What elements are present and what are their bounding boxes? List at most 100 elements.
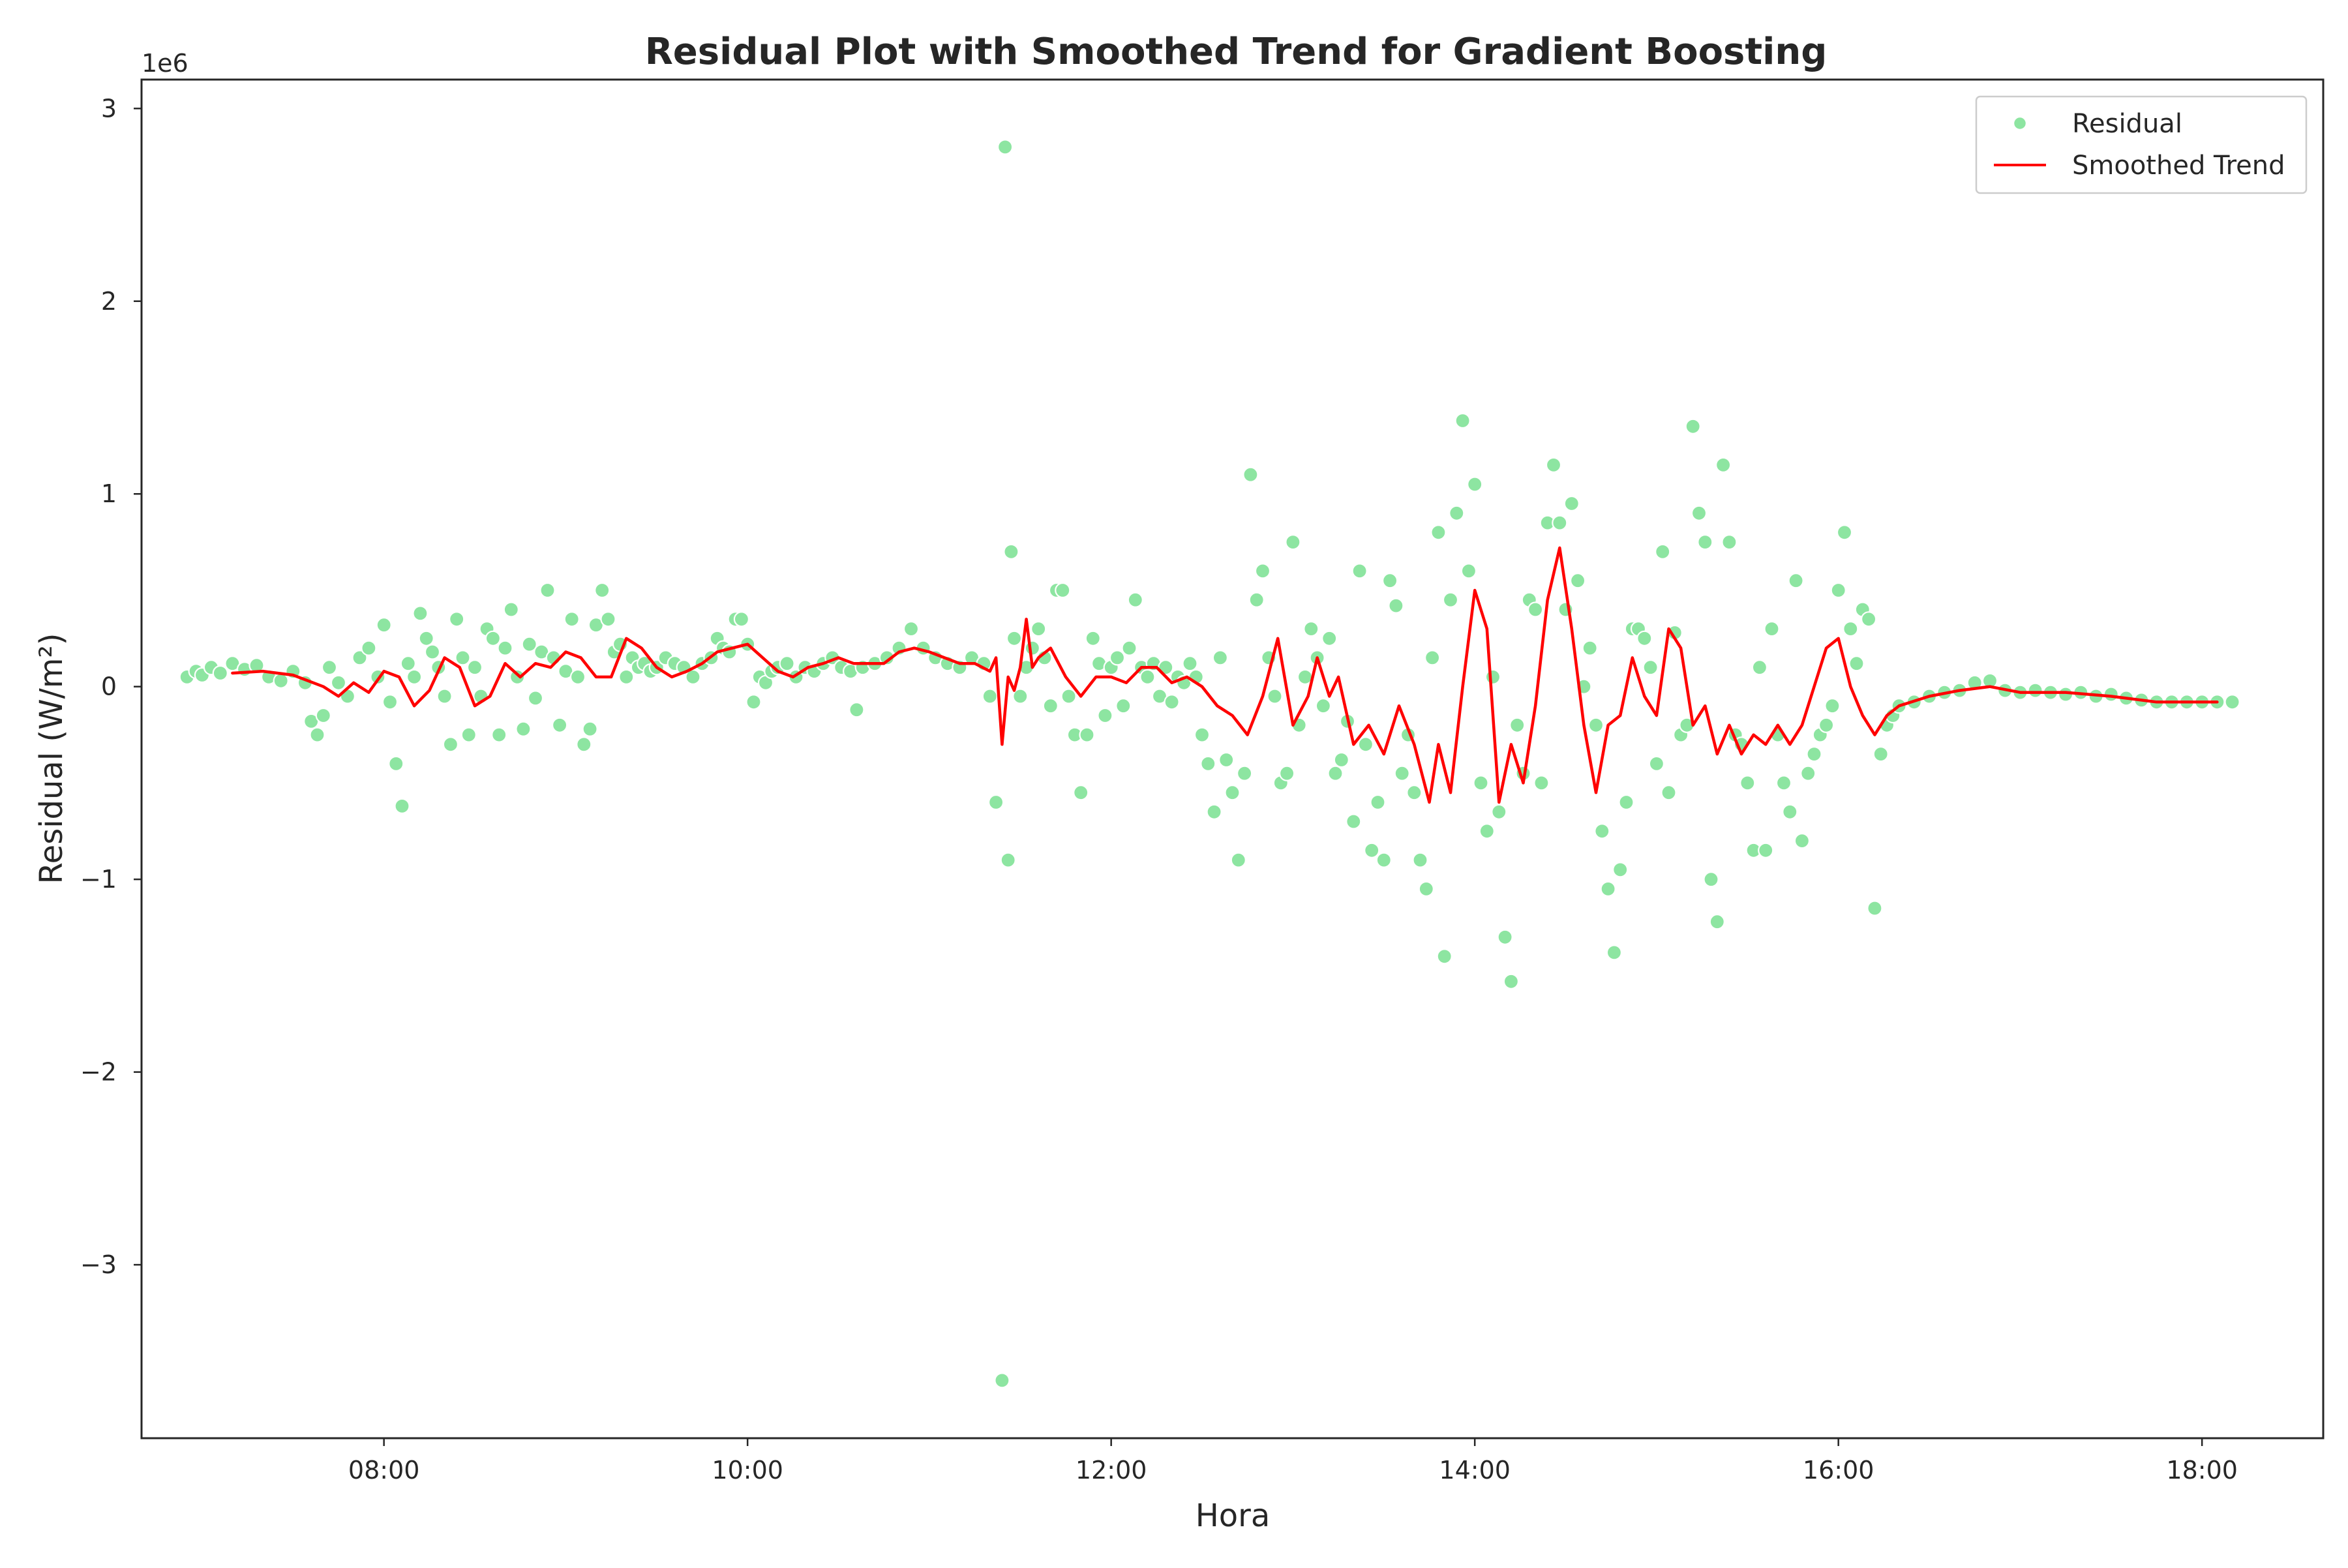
y-tick-labels: 3 2 1 0 −1 −2 −3	[80, 94, 142, 1279]
residual-point	[1394, 765, 1410, 781]
y-tick-label: −3	[80, 1250, 117, 1279]
residual-point	[315, 707, 331, 724]
residual-point	[1194, 727, 1211, 743]
residual-point	[2103, 686, 2119, 702]
residual-point	[376, 617, 392, 633]
residual-point	[2027, 682, 2043, 699]
residual-point	[1491, 804, 1507, 820]
residual-point	[388, 755, 404, 772]
residual-point	[1552, 515, 1568, 531]
legend-smoothed-trend-label: Smoothed Trend	[2072, 151, 2285, 181]
residual-point	[1242, 466, 1259, 483]
residual-point	[903, 620, 920, 637]
residual-point	[1655, 543, 1671, 560]
residual-point	[1097, 707, 1113, 724]
residual-point	[1588, 717, 1604, 733]
residual-point	[503, 601, 519, 618]
residual-point	[1278, 765, 1295, 781]
residual-point	[1285, 534, 1301, 550]
residual-point	[879, 650, 896, 666]
residual-point	[1861, 611, 1877, 627]
residual-point	[1012, 688, 1029, 704]
residual-point	[1484, 669, 1501, 686]
residual-point	[1079, 727, 1095, 743]
residual-point	[1073, 785, 1089, 801]
residual-point	[987, 794, 1004, 811]
residual-point	[485, 630, 502, 646]
residual-point	[1236, 765, 1253, 781]
residual-point	[1715, 457, 1732, 474]
residual-point	[1782, 804, 1798, 820]
residual-point	[994, 1372, 1010, 1389]
legend-residual-label: Residual	[2072, 109, 2182, 139]
residual-point	[1691, 505, 1708, 521]
residual-point	[1648, 755, 1664, 772]
residual-point	[1303, 620, 1319, 637]
residual-point	[1873, 746, 1889, 762]
residual-point	[442, 736, 459, 753]
residual-point	[1418, 881, 1434, 897]
smoothed-trend-layer	[231, 546, 2219, 804]
residual-point	[1794, 832, 1810, 849]
residual-point	[1206, 804, 1222, 820]
residual-point	[382, 694, 399, 710]
residual-point	[418, 630, 434, 646]
x-tick-label: 18:00	[2166, 1456, 2238, 1485]
residual-point	[1739, 775, 1756, 791]
x-tick-label: 14:00	[1439, 1456, 1511, 1485]
residual-point	[273, 672, 289, 689]
residual-point	[1848, 656, 1865, 672]
residual-point	[1528, 601, 1544, 618]
residual-point	[1357, 736, 1374, 753]
plot-area	[140, 78, 2325, 1440]
residual-point	[1479, 823, 1495, 839]
residual-point	[1497, 929, 1513, 945]
x-tick-label: 10:00	[712, 1456, 783, 1485]
residual-point	[1806, 746, 1822, 762]
residual-point	[1321, 630, 1338, 646]
residual-point	[1685, 418, 1701, 434]
residual-point	[576, 736, 592, 753]
x-tick-label: 16:00	[1803, 1456, 1874, 1485]
residual-point	[1109, 650, 1126, 666]
residual-point	[733, 611, 750, 627]
residual-point	[1709, 914, 1725, 930]
residual-point	[1436, 948, 1452, 965]
residual-point	[1843, 620, 1859, 637]
residual-point	[1370, 794, 1386, 811]
residual-point	[1230, 852, 1246, 868]
residual-point	[1218, 751, 1235, 768]
residual-point	[1703, 871, 1719, 888]
residual-point	[1182, 656, 1198, 672]
residual-point	[466, 659, 483, 676]
residual-point	[1212, 650, 1229, 666]
y-tick-label: 3	[101, 94, 117, 123]
residual-point	[1503, 973, 1519, 989]
residual-point	[1473, 775, 1489, 791]
residual-point	[1697, 534, 1713, 550]
residual-point	[1024, 640, 1041, 656]
residual-point	[1467, 476, 1483, 492]
residual-point	[309, 727, 325, 743]
residual-point	[521, 636, 537, 652]
residual-point	[1606, 944, 1622, 961]
residual-point	[982, 688, 998, 704]
residual-point	[1533, 775, 1550, 791]
residual-point	[1248, 592, 1265, 608]
residual-point	[400, 656, 416, 672]
residual-point	[1333, 751, 1349, 768]
residual-point	[1509, 717, 1526, 733]
residual-point	[1582, 640, 1598, 656]
residual-point	[1055, 582, 1071, 599]
axes-frame	[140, 78, 2325, 1440]
residual-point	[212, 665, 228, 682]
residual-point	[594, 582, 610, 599]
residual-point	[1382, 573, 1398, 589]
residual-point	[527, 690, 544, 706]
residual-point	[1364, 842, 1380, 858]
residual-point	[1003, 543, 1019, 560]
residual-point	[1867, 900, 1883, 916]
residual-point	[1127, 592, 1143, 608]
residual-point	[1758, 842, 1774, 858]
residual-point	[1545, 457, 1562, 474]
